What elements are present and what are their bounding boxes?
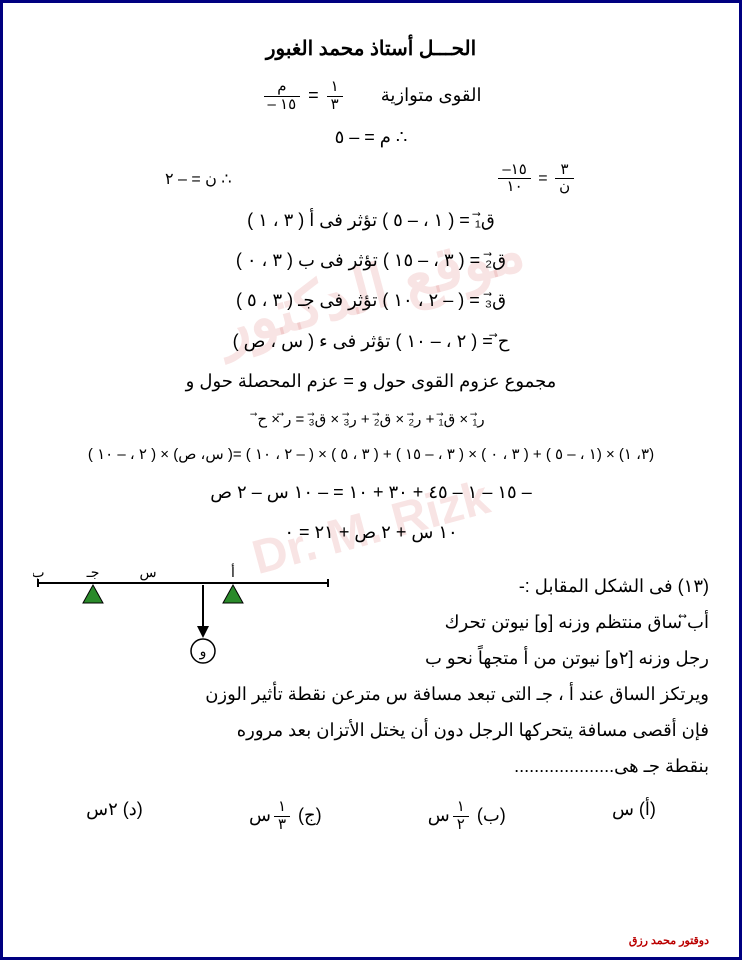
q13-intro: (١٣) فى الشكل المقابل :- bbox=[33, 568, 709, 604]
q13-line: بنقطة جـ هى.................... bbox=[33, 748, 709, 784]
frac-den: ن bbox=[555, 179, 574, 196]
eq-line-6: ق⃗₃ = ( – ٢ ، ١٠ ) تؤثر فى جـ ( ٣ ، ٥ ) bbox=[33, 284, 709, 316]
eq-line-4: ق⃗₁ = ( ١ ، – ٥ ) تؤثر فى أ ( ٣ ، ١ ) bbox=[33, 204, 709, 236]
footer-logo: دوقتور محمد رزق bbox=[629, 934, 709, 947]
frac-num: ١٥– bbox=[498, 162, 530, 180]
eq-line-2: ∴ م = – ٥ bbox=[33, 121, 709, 153]
eq-line-3: ٣ن = ١٥–١٠ ∴ ن = – ٢ bbox=[33, 162, 709, 196]
eq-line-5: ق⃗₂ = ( ٣ ، – ١٥ ) تؤثر فى ب ( ٣ ، ٠ ) bbox=[33, 244, 709, 276]
frac-num: ١ bbox=[274, 799, 290, 817]
result-n: ∴ ن = – ٢ bbox=[165, 169, 232, 189]
q13-line: أب⃡ ساق منتظم وزنه [و] نيوتن تحرك bbox=[33, 604, 709, 640]
option-c: (ج) ١٣س bbox=[249, 799, 322, 833]
option-prefix: (ب) bbox=[472, 805, 506, 825]
q13-line: ويرتكز الساق عند أ ، جـ التى تبعد مسافة … bbox=[33, 676, 709, 712]
option-suffix: س bbox=[249, 805, 271, 825]
q13-line: رجل وزنه [٢و] نيوتن من أ متجهاً نحو ب bbox=[33, 640, 709, 676]
option-a: (أ) س bbox=[612, 799, 656, 833]
eq-line-9: ر⃗₁ × ق⃗₁ + ر⃗₂ × ق⃗₂ + ر⃗₃ × ق⃗₃ = ر⃗ ×… bbox=[33, 406, 709, 433]
question-13: (١٣) فى الشكل المقابل :- أب⃡ ساق منتظم و… bbox=[33, 568, 709, 784]
eq-line-8: مجموع عزوم القوى حول و = عزم المحصلة حول… bbox=[33, 365, 709, 397]
eq-line-10: (٣، ١) × (١ ، – ٥ ) + ( ٣ ، ٠ ) × ( ٣ ، … bbox=[33, 441, 709, 468]
frac-num: ١ bbox=[453, 799, 469, 817]
eq-line-12: ١٠ س + ٢ ص + ٢١ = ٠ bbox=[33, 516, 709, 548]
option-b: (ب) ١٢س bbox=[428, 799, 506, 833]
eq-line-11: – ١٥ – ١ – ٤٥ + ٣٠ + ١٠ = – ١٠ س – ٢ ص bbox=[33, 476, 709, 508]
page-title: الحـــل أستاذ محمد الغبور bbox=[33, 31, 709, 67]
frac-den: ٢ bbox=[453, 817, 469, 834]
frac-den: ٣ bbox=[274, 817, 290, 834]
frac-num: ١ bbox=[327, 79, 343, 97]
eq-line-1: القوى متوازية ١٣ = م١٥ – bbox=[33, 79, 709, 113]
label-parallel: القوى متوازية bbox=[381, 85, 482, 105]
frac-den: ٣ bbox=[327, 97, 343, 114]
frac-num: م bbox=[264, 79, 301, 97]
eq-line-7: ح⃗ = ( ٢ ، – ١٠ ) تؤثر فى ء ( س ، ص ) bbox=[33, 325, 709, 357]
option-prefix: (ج) bbox=[293, 805, 322, 825]
q13-line: فإن أقصى مسافة يتحركها الرجل دون أن يختل… bbox=[33, 712, 709, 748]
frac-den: ١٥ – bbox=[264, 97, 301, 114]
frac-den: ١٠ bbox=[498, 179, 530, 196]
frac-num: ٣ bbox=[555, 162, 574, 180]
option-d: (د) ٢س bbox=[86, 799, 143, 833]
answer-options: (أ) س (ب) ١٢س (ج) ١٣س (د) ٢س bbox=[33, 799, 709, 833]
option-suffix: س bbox=[428, 805, 450, 825]
